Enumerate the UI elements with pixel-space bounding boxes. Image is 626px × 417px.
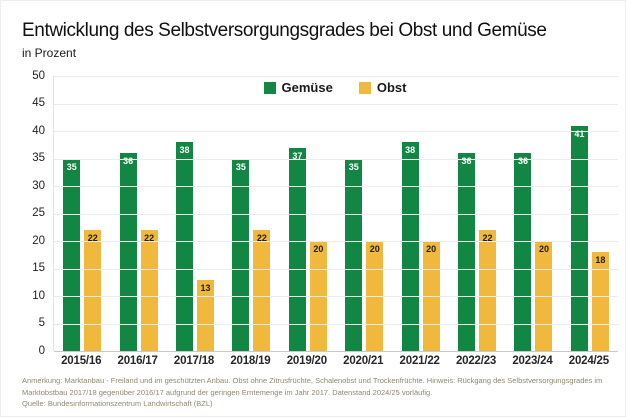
x-axis-baseline [54,351,618,352]
legend-swatch-obst [358,81,371,94]
legend-item-obst: Obst [358,80,407,95]
y-axis-tick-label: 20 [32,234,45,247]
legend-item-gem-se: Gemüse [263,80,333,95]
y-axis-tick-label: 30 [32,179,45,192]
bar-value-label: 36 [461,156,472,166]
y-axis-tick-label: 15 [32,262,45,274]
bar-group-2022-23: 36 22 [449,76,505,351]
bar-obst-2018-19: 22 [253,230,271,351]
bar-value-label: 41 [574,128,585,139]
bar-value-label: 13 [200,282,211,293]
gridline [54,296,618,297]
bar-value-label: 22 [482,233,493,243]
bar-value-label: 20 [313,244,324,254]
footer: Anmerkung: Marktanbau - Freiland und im … [22,375,614,410]
x-axis-category-label: 2018/19 [230,355,271,367]
bar-gem-se-2016-17: 36 [119,153,137,351]
x-axis-category-label: 2023/24 [512,355,553,367]
bar-gem-se-2015-16: 35 [63,158,81,351]
bar-value-label: 22 [144,233,155,243]
y-axis-tick-label: 0 [38,344,45,357]
bar-value-label: 22 [256,233,267,243]
gridline [54,186,618,187]
x-axis-category-label: 2021/22 [399,355,440,367]
legend-label: Gemüse [281,80,333,95]
bar-gem-se-2023-24: 36 [514,153,532,351]
bar-value-label: 38 [179,145,190,155]
bar-value-label: 38 [405,145,416,155]
x-axis-category-label: 2020/21 [343,355,384,367]
y-axis-tick-label: 40 [32,124,45,137]
x-axis-category-label: 2022/23 [455,355,497,367]
bar-obst-2017-18: 13 [197,279,215,351]
footer-note: Anmerkung: Marktanbau - Freiland und im … [22,376,603,397]
bar-value-label: 20 [538,244,549,254]
bar-value-label: 37 [292,150,303,161]
bar-group-2018-19: 35 22 [223,76,279,351]
gridline [54,268,618,270]
y-axis-tick-label: 45 [32,97,45,109]
bar-obst-2016-17: 22 [140,230,158,351]
x-axis-category-label: 2024/25 [568,355,609,367]
bar-value-label: 18 [595,255,606,265]
chart-legend: Gemüse Obst [53,80,617,95]
bar-value-label: 35 [348,161,359,172]
bar-value-label: 35 [66,161,77,172]
gridline [54,241,618,242]
bar-value-label: 35 [235,161,246,172]
bar-obst-2015-16: 22 [84,230,102,351]
bar-gem-se-2018-19: 35 [232,158,250,351]
footer-source: Quelle: Bundesinformationszentrum Landwi… [22,399,213,409]
bar-obst-2024-25: 18 [591,252,609,351]
y-axis-tick-label: 5 [38,317,45,329]
gridline [54,213,618,215]
gridline [54,158,618,160]
gridline [54,103,618,105]
bar-obst-2022-23: 22 [479,230,497,351]
bar-group-2016-17: 36 22 [110,76,166,351]
bar-value-label: 22 [87,233,98,243]
y-axis-tick-label: 25 [32,207,45,219]
gridline [54,76,618,77]
bar-value-label: 20 [426,244,437,254]
chart-subtitle: in Prozent [22,46,77,60]
plot-area: 35 22 36 22 38 13 35 22 37 20 35 20 38 20 36 22 36 20 41 18 [53,76,618,352]
gridline [54,323,618,325]
y-axis-tick-label: 10 [32,289,45,302]
bar-group-2017-18: 38 13 [167,76,223,351]
bar-value-label: 36 [123,156,134,166]
legend-swatch-gem-se [263,81,276,94]
bar-gem-se-2017-18: 38 [176,142,194,351]
x-axis-category-label: 2017/18 [173,355,215,367]
x-axis-category-label: 2016/17 [117,355,158,367]
chart-title: Entwicklung des Selbstversorgungsgrades … [22,20,547,41]
bar-value-label: 36 [517,156,528,166]
bar-group-2015-16: 35 22 [54,76,110,351]
y-axis-tick-label: 35 [32,152,45,164]
y-axis: 0 5 10 15 20 25 30 35 40 45 50 [1,70,45,357]
x-axis-category-label: 2019/20 [286,355,327,367]
bar-group-2024-25: 41 18 [562,76,618,351]
gridline [54,131,618,132]
bar-value-label: 20 [369,244,380,254]
x-axis: 2015/16 2016/17 2017/18 2018/19 2019/20 2020/… [53,355,617,367]
bar-gem-se-2019-20: 37 [288,147,306,351]
bar-gem-se-2020-21: 35 [345,158,363,351]
bar-gem-se-2024-25: 41 [570,125,588,351]
x-axis-category-label: 2015/16 [61,355,102,367]
bar-gem-se-2022-23: 36 [458,153,476,351]
bar-gem-se-2021-22: 38 [401,142,419,351]
y-axis-tick-label: 50 [32,69,45,82]
legend-label: Obst [376,80,407,95]
